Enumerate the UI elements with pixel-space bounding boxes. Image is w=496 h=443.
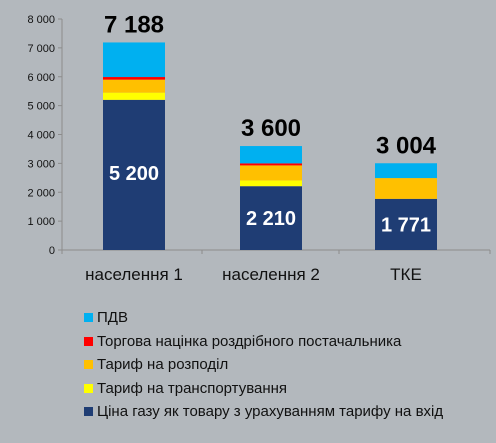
legend-label: Торгова націнка роздрібного постачальник… — [97, 332, 402, 350]
y-tick-label: 4 000 — [27, 130, 55, 142]
legend-swatch — [84, 383, 93, 393]
legend-label: Тариф на транспортування — [97, 379, 288, 397]
y-tick-label: 1 000 — [27, 216, 55, 228]
bar-segment-1-3 — [375, 198, 437, 250]
legend-label: ПДВ — [97, 309, 128, 327]
y-tick-label: 0 — [49, 245, 55, 257]
x-tick-label: населення 2 — [222, 265, 320, 284]
y-tick-label: 3 000 — [27, 158, 55, 170]
bar-segment-3-1 — [103, 79, 165, 93]
bar-segment-4-2 — [240, 163, 302, 166]
base-data-label: 2 210 — [246, 208, 296, 230]
legend-swatch — [84, 407, 93, 417]
base-data-label: 1 771 — [381, 214, 431, 236]
chart-plot: 0 1 000 2 000 3 000 4 000 5 000 6 000 7 000 8 00… — [27, 11, 491, 284]
y-tick-label: 6 000 — [27, 72, 55, 84]
bar-segment-1-1 — [103, 99, 165, 250]
bar-segment-4-1 — [103, 77, 165, 80]
y-tick-label: 2 000 — [27, 187, 55, 199]
legend-item: Тариф на розподіл — [84, 353, 443, 377]
x-tick-label: ТКЕ — [390, 265, 422, 284]
bar-segment-5-1 — [103, 42, 165, 78]
legend-item: Тариф на транспортування — [84, 377, 443, 401]
legend-label: Тариф на розподіл — [97, 356, 229, 374]
base-data-label: 5 200 — [109, 163, 159, 185]
bar-segment-3-2 — [240, 165, 302, 181]
legend-swatch — [84, 336, 93, 346]
x-tick-label: населення 1 — [85, 265, 183, 284]
total-data-label: 7 188 — [104, 11, 164, 38]
legend-item: Ціна газу як товару з урахуванням тарифу… — [84, 400, 443, 424]
legend-label: Ціна газу як товару з урахуванням тарифу… — [97, 403, 444, 421]
bar-segment-5-2 — [240, 146, 302, 164]
bar-segment-2-1 — [103, 92, 165, 100]
bar-segment-1-2 — [240, 186, 302, 250]
total-data-label: 3 004 — [376, 132, 437, 159]
legend-swatch — [84, 313, 93, 323]
y-tick-label: 8 000 — [27, 14, 55, 26]
legend-item: Торгова націнка роздрібного постачальник… — [84, 330, 443, 354]
bar-segment-5-3 — [375, 163, 437, 179]
chart-legend: ПДВ Торгова націнка роздрібного постачаль… — [84, 306, 443, 424]
y-tick-label: 5 000 — [27, 101, 55, 113]
bar-segment-3-3 — [375, 178, 437, 199]
total-data-label: 3 600 — [241, 115, 301, 142]
legend-item: ПДВ — [84, 306, 443, 330]
y-tick-label: 7 000 — [27, 43, 55, 55]
bar-segment-2-2 — [240, 180, 302, 187]
legend-swatch — [84, 360, 93, 370]
